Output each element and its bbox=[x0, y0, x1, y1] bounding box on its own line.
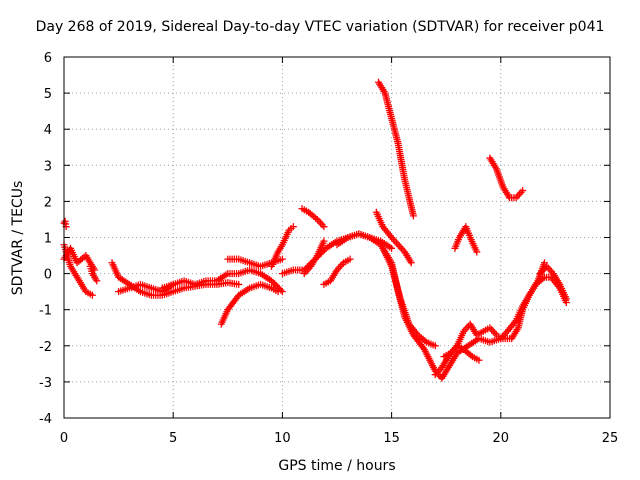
y-tick-label: -3 bbox=[39, 376, 52, 391]
data-point bbox=[320, 237, 328, 245]
data-point bbox=[431, 342, 439, 350]
y-tick-label: 2 bbox=[44, 195, 52, 210]
data-point bbox=[278, 255, 286, 263]
data-point bbox=[320, 223, 328, 231]
y-tick-label: -1 bbox=[39, 304, 52, 319]
data-point bbox=[562, 295, 570, 303]
data-point bbox=[93, 277, 101, 285]
y-tick-label: 3 bbox=[44, 159, 52, 174]
x-tick-label: 5 bbox=[169, 431, 177, 446]
y-tick-label: 1 bbox=[44, 232, 52, 247]
x-tick-label: 0 bbox=[60, 431, 68, 446]
chart-title: Day 268 of 2019, Sidereal Day-to-day VTE… bbox=[35, 19, 605, 35]
y-tick-label: 5 bbox=[44, 87, 52, 102]
x-tick-label: 20 bbox=[493, 431, 510, 446]
data-point bbox=[88, 291, 96, 299]
x-tick-label: 25 bbox=[602, 431, 619, 446]
y-tick-label: 6 bbox=[44, 51, 52, 66]
data-point bbox=[407, 259, 415, 267]
data-point bbox=[271, 280, 279, 288]
data-point bbox=[519, 187, 527, 195]
x-axis-label: GPS time / hours bbox=[278, 458, 396, 474]
data-point bbox=[269, 278, 277, 286]
data-point bbox=[274, 288, 282, 296]
data-point bbox=[475, 356, 483, 364]
data-point bbox=[267, 277, 275, 285]
y-tick-label: 4 bbox=[44, 123, 52, 138]
grid-lines bbox=[64, 57, 610, 418]
data-point bbox=[289, 223, 297, 231]
y-tick-label: -2 bbox=[39, 340, 52, 355]
data-point bbox=[235, 280, 243, 288]
y-tick-label: -4 bbox=[39, 412, 52, 427]
x-tick-label: 15 bbox=[383, 431, 400, 446]
data-point bbox=[409, 212, 417, 220]
data-points bbox=[60, 78, 570, 382]
x-tick-label: 10 bbox=[274, 431, 291, 446]
data-point bbox=[388, 244, 396, 252]
y-tick-label: 0 bbox=[44, 268, 52, 283]
data-point bbox=[346, 255, 354, 263]
data-point bbox=[473, 248, 481, 256]
axis-ticks: 0 5 10 15 20 25 -4 -3 -2 -1 0 1 2 3 4 5 6 bbox=[39, 51, 618, 446]
